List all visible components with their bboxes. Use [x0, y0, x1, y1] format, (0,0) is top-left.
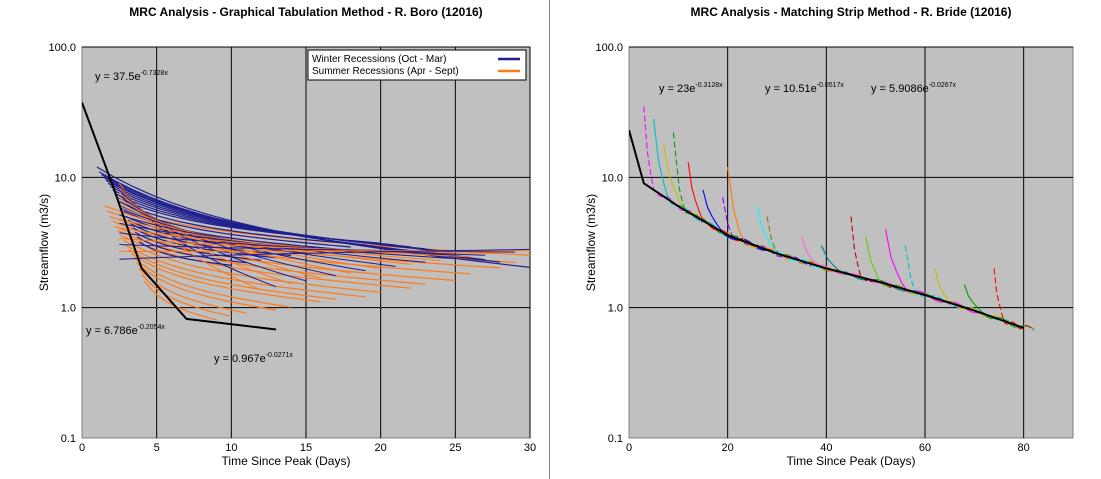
- chart-right: 0 20 40 60 80 0.1 1.0 10.0 100.0 MRC Analysis - M…: [584, 5, 1074, 468]
- series-group: [82, 102, 530, 331]
- summer-recession-line: [141, 274, 232, 317]
- chart-panel-left: 0 5 10 15 20 25 30 0.1 1.0 10.0 100.0 MRC Analysis …: [0, 0, 550, 479]
- summer-recession-line: [133, 257, 292, 308]
- recession-strip-line: [756, 206, 827, 269]
- y-axis-label: Streamflow (m3/s): [37, 194, 51, 291]
- x-axis-label: Time Since Peak (Days): [787, 454, 916, 468]
- series-group: [629, 106, 1034, 331]
- summer-recession-line: [136, 262, 277, 311]
- winter-recession-line: [116, 196, 381, 244]
- recession-line: [119, 210, 411, 265]
- recession-line: [119, 200, 366, 272]
- equation-label: y = 37.5e-0.7328x: [95, 70, 168, 83]
- recession-line: [119, 248, 530, 260]
- y-tick-label: 100.0: [48, 42, 76, 54]
- summer-recession-line: [130, 253, 321, 303]
- recession-strip-line: [993, 268, 1034, 331]
- y-tick-label: 1.0: [608, 303, 623, 315]
- y-tick-label: 0.1: [608, 433, 623, 445]
- summer-recession-line: [128, 248, 336, 300]
- x-tick-label: 10: [225, 442, 237, 454]
- legend: Winter Recessions (Oct - Mar)Summer Rece…: [307, 49, 527, 81]
- x-tick-label: 0: [626, 442, 632, 454]
- y-tick-label: 10.0: [602, 172, 623, 184]
- equation-label: y = 5.9086e-0.0267x: [871, 82, 957, 95]
- x-tick-label: 60: [919, 442, 931, 454]
- x-tick-label: 30: [524, 442, 536, 454]
- chart-title: MRC Analysis - Graphical Tabulation Meth…: [129, 5, 482, 19]
- winter-recession-line: [139, 241, 232, 266]
- summer-recession-line: [117, 230, 426, 285]
- legend-label: Summer Recessions (Apr - Sept): [312, 66, 459, 77]
- recession-line: [119, 244, 516, 253]
- winter-recession-line: [119, 201, 366, 246]
- master-recession-line: [82, 102, 277, 331]
- legend-label: Winter Recessions (Oct - Mar): [312, 54, 446, 65]
- x-tick-label: 40: [820, 442, 832, 454]
- x-axis-label: Time Since Peak (Days): [222, 454, 351, 468]
- summer-recession-line: [120, 234, 411, 289]
- recession-strip-line: [963, 284, 1034, 330]
- summer-recession-line: [144, 280, 217, 321]
- equation-label: y = 10.51e-0.0517x: [765, 82, 844, 95]
- x-tick-label: 20: [722, 442, 734, 454]
- chart-left: 0 5 10 15 20 25 30 0.1 1.0 10.0 100.0 MRC Analysis …: [37, 5, 536, 468]
- summer-recession-line: [125, 244, 366, 298]
- summer-recession-line: [114, 225, 456, 282]
- summer-recession-line: [138, 267, 247, 314]
- recession-line: [119, 232, 486, 256]
- recession-line: [119, 237, 501, 255]
- plot-area: [628, 46, 1074, 439]
- recession-strip-line: [850, 216, 911, 294]
- equation-label: y = 0.967e-0.0271x: [214, 352, 293, 365]
- winter-recession-line: [128, 219, 307, 254]
- equation-label: y = 23e-0.3128x: [659, 82, 723, 95]
- x-tick-label: 5: [154, 442, 160, 454]
- chart-title: MRC Analysis - Matching Strip Method - R…: [691, 5, 1012, 19]
- y-tick-label: 1.0: [61, 303, 76, 315]
- chart-panel-right: 0 20 40 60 80 0.1 1.0 10.0 100.0 MRC Analysis - M…: [551, 0, 1101, 479]
- recession-strip-line: [766, 216, 842, 272]
- y-tick-label: 10.0: [55, 172, 76, 184]
- y-tick-label: 100.0: [595, 42, 623, 54]
- recession-strip-line: [884, 229, 985, 314]
- x-tick-label: 0: [79, 442, 85, 454]
- y-axis-label: Streamflow (m3/s): [584, 194, 598, 291]
- summer-recession-line: [112, 220, 471, 275]
- equation-label: y = 6.786e-0.2054x: [86, 324, 165, 337]
- winter-recession-line: [130, 223, 292, 257]
- x-tick-label: 15: [300, 442, 312, 454]
- legend-box: [307, 49, 527, 81]
- x-tick-label: 20: [375, 442, 387, 454]
- y-tick-label: 0.1: [61, 433, 76, 445]
- x-tick-label: 80: [1018, 442, 1030, 454]
- x-tick-label: 25: [449, 442, 461, 454]
- master-recession-line: [629, 129, 1025, 329]
